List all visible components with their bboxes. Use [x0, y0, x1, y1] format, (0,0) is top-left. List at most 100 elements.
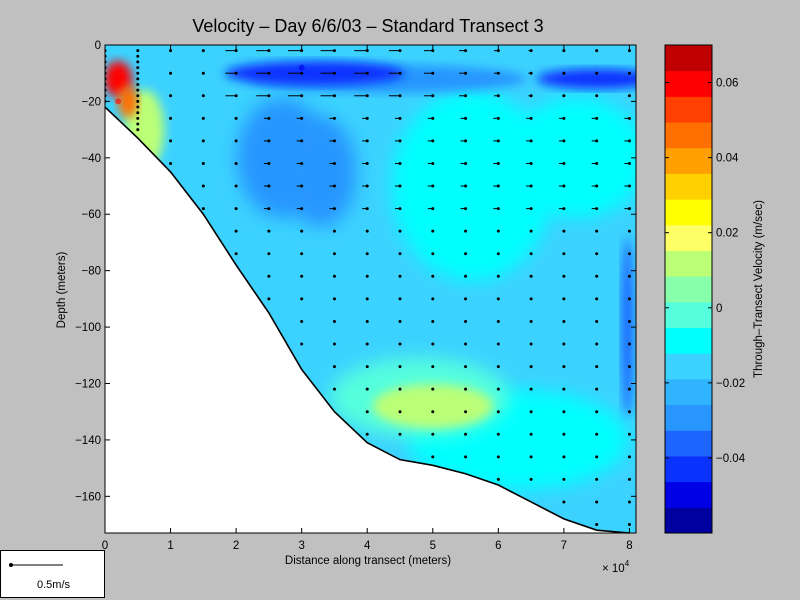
vector-station: [595, 455, 599, 459]
vector-station: [332, 94, 336, 98]
vector-station: [627, 161, 631, 165]
vector-station: [431, 49, 435, 53]
velocity-vectors: [105, 49, 631, 527]
vector-station: [529, 71, 533, 75]
vector-station: [464, 387, 468, 391]
vector-station: [332, 342, 336, 346]
vector-station: [267, 184, 271, 188]
vector-station: [169, 94, 173, 98]
vector-station: [169, 116, 173, 120]
vector-station: [529, 139, 533, 143]
vector-station: [365, 297, 369, 301]
vector-station: [332, 297, 336, 301]
vector-station: [595, 207, 599, 211]
vector-station: [464, 139, 468, 143]
colorbar-band: [665, 455, 712, 483]
y-tick-label: −100: [75, 322, 101, 334]
vector-station: [627, 116, 631, 120]
vector-station: [201, 207, 205, 211]
x-tick-label: 8: [626, 540, 632, 552]
vector-station: [496, 207, 500, 211]
vector-station: [365, 184, 369, 188]
vector-station: [300, 139, 304, 143]
vector-station: [332, 161, 336, 165]
y-tick-label: −140: [75, 435, 101, 447]
vector-station: [136, 88, 140, 92]
vector-station: [595, 161, 599, 165]
y-tick-label: −40: [81, 153, 101, 165]
vector-station: [300, 116, 304, 120]
vector-station: [627, 71, 631, 75]
vector-station: [595, 410, 599, 414]
vector-station: [300, 184, 304, 188]
vector-station: [562, 365, 566, 369]
y-tick-label: −80: [81, 266, 101, 278]
vector-station: [300, 71, 304, 75]
vector-station: [365, 342, 369, 346]
vector-station: [627, 523, 631, 527]
vector-station: [234, 207, 238, 211]
vector-station: [627, 342, 631, 346]
vector-station: [431, 207, 435, 211]
vector-station: [464, 161, 468, 165]
vector-station: [300, 252, 304, 256]
vector-station: [398, 229, 402, 233]
vector-station: [398, 161, 402, 165]
vector-station: [496, 274, 500, 278]
vector-station: [365, 116, 369, 120]
velocity-feature: [115, 98, 122, 105]
vector-station: [332, 116, 336, 120]
vector-station: [431, 365, 435, 369]
vector-station: [595, 365, 599, 369]
colorbar-band: [665, 301, 712, 329]
vector-station: [562, 116, 566, 120]
vector-station: [595, 523, 599, 527]
vector-station: [464, 410, 468, 414]
vector-station: [169, 49, 173, 53]
vector-station: [201, 184, 205, 188]
vector-station: [431, 116, 435, 120]
vector-station: [627, 387, 631, 391]
contour-blob: [286, 116, 357, 227]
vector-station: [496, 455, 500, 459]
vector-station: [562, 477, 566, 481]
vector-station: [595, 477, 599, 481]
vector-station: [234, 94, 238, 98]
colorbar-tick-label: 0: [716, 303, 722, 315]
vector-station: [627, 410, 631, 414]
vector-station: [562, 207, 566, 211]
vector-station: [136, 82, 140, 86]
vector-station: [136, 49, 140, 53]
vector-station: [529, 94, 533, 98]
colorbar-band: [665, 327, 712, 354]
x-tick-label: 2: [233, 540, 239, 552]
vector-station: [398, 410, 402, 414]
vector-station: [627, 184, 631, 188]
vector-station: [496, 297, 500, 301]
vector-station: [595, 342, 599, 346]
vector-station: [562, 410, 566, 414]
vector-station: [365, 274, 369, 278]
colorbar-band: [665, 147, 712, 174]
vector-station: [529, 229, 533, 233]
vector-station: [267, 229, 271, 233]
vector-station: [431, 184, 435, 188]
vector-station: [332, 207, 336, 211]
scale-arrow-icon: [9, 563, 63, 567]
x-tick-label: 4: [364, 540, 371, 552]
vector-station: [562, 432, 566, 436]
x-tick-label: 5: [430, 540, 436, 552]
vector-station: [562, 500, 566, 504]
vector-station: [431, 274, 435, 278]
vector-station: [398, 94, 402, 98]
vector-station: [398, 207, 402, 211]
vector-station: [300, 94, 304, 98]
colorbar-frame: [664, 44, 713, 534]
vector-station: [136, 54, 140, 58]
y-axis: 0 −20 −40 −60 −80 −100 −120 −140 −160: [75, 40, 636, 503]
vector-station: [267, 71, 271, 75]
vector-station: [627, 207, 631, 211]
colorbar-tick-label: −0.04: [716, 453, 746, 465]
vector-station: [431, 387, 435, 391]
